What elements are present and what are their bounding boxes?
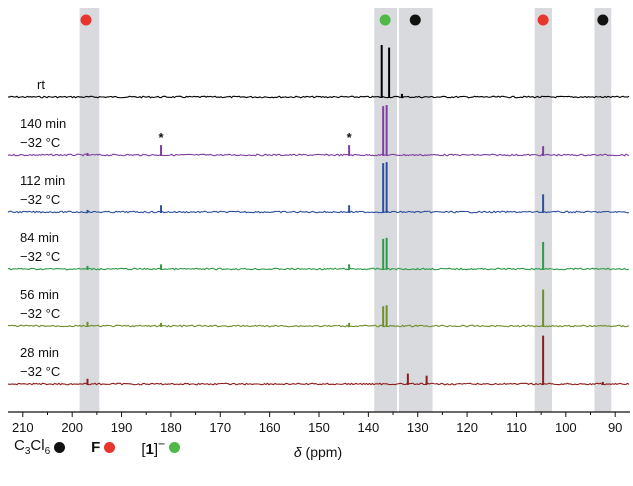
legend-dot-red xyxy=(104,441,116,453)
x-tick-label: 150 xyxy=(308,420,330,435)
band-marker-2 xyxy=(409,14,421,26)
trace-baseline-4 xyxy=(7,324,630,328)
x-tick-label: 180 xyxy=(160,420,182,435)
x-axis: 210 200 190 180 170 160 150 140 130 120 110 100 90 δ … xyxy=(8,411,630,460)
highlight-bands xyxy=(79,8,612,412)
trace-baseline-0 xyxy=(7,95,630,99)
legend-dot-green xyxy=(169,441,181,453)
legend-item-anion: [1]− xyxy=(141,436,181,458)
trace-label-4: 56 min xyxy=(20,287,59,302)
trace-label-1: 140 min xyxy=(20,116,66,131)
legend-dot-black xyxy=(54,441,66,453)
trace-label-0: rt xyxy=(37,77,45,92)
trace-condition-2: −32 °C xyxy=(20,192,60,207)
x-tick-label: 170 xyxy=(209,420,231,435)
highlight-band-0 xyxy=(79,8,100,412)
asterisk-1: * xyxy=(347,130,353,145)
x-tick-label: 160 xyxy=(259,420,281,435)
x-tick-label: 210 xyxy=(12,420,34,435)
x-tick-label: 190 xyxy=(111,420,133,435)
band-marker-0 xyxy=(80,14,92,26)
x-tick-label: 200 xyxy=(61,420,83,435)
legend-label-f: F xyxy=(91,438,101,456)
legend-item-c3cl6: C3Cl6 xyxy=(14,437,66,457)
trace-baseline-1 xyxy=(7,153,630,157)
trace-baseline-5 xyxy=(7,382,630,386)
legend: C3Cl6 F [1]− xyxy=(14,436,206,458)
legend-item-f: F xyxy=(91,438,116,456)
highlight-band-2 xyxy=(398,8,433,412)
x-axis-title: δ (ppm) xyxy=(294,444,342,460)
band-markers xyxy=(80,14,609,26)
band-marker-1 xyxy=(379,14,391,26)
x-tick-label: 100 xyxy=(555,420,577,435)
trace-label-3: 84 min xyxy=(20,230,59,245)
trace-condition-3: −32 °C xyxy=(20,249,60,264)
spectra-traces xyxy=(7,45,630,386)
band-marker-3 xyxy=(537,14,549,26)
x-tick-label: 90 xyxy=(608,420,622,435)
x-tick-label: 110 xyxy=(506,420,527,435)
trace-condition-5: −32 °C xyxy=(20,364,60,379)
legend-label-anion: [1]− xyxy=(141,436,166,458)
trace-baseline-2 xyxy=(7,210,630,214)
band-marker-4 xyxy=(597,14,609,26)
legend-label-c3cl6: C3Cl6 xyxy=(14,437,51,457)
trace-condition-1: −32 °C xyxy=(20,135,60,150)
x-tick-label: 120 xyxy=(456,420,478,435)
trace-labels: rt * * 140 min −32 °C 112 min −32 °C 84 min −32 … xyxy=(20,77,353,379)
x-tick-label: 130 xyxy=(407,420,429,435)
trace-label-5: 28 min xyxy=(20,345,59,360)
asterisk-0: * xyxy=(159,130,165,145)
highlight-band-4 xyxy=(594,8,612,412)
x-tick-label: 140 xyxy=(358,420,380,435)
trace-condition-4: −32 °C xyxy=(20,306,60,321)
trace-baseline-3 xyxy=(7,267,630,271)
trace-label-2: 112 min xyxy=(20,173,65,188)
